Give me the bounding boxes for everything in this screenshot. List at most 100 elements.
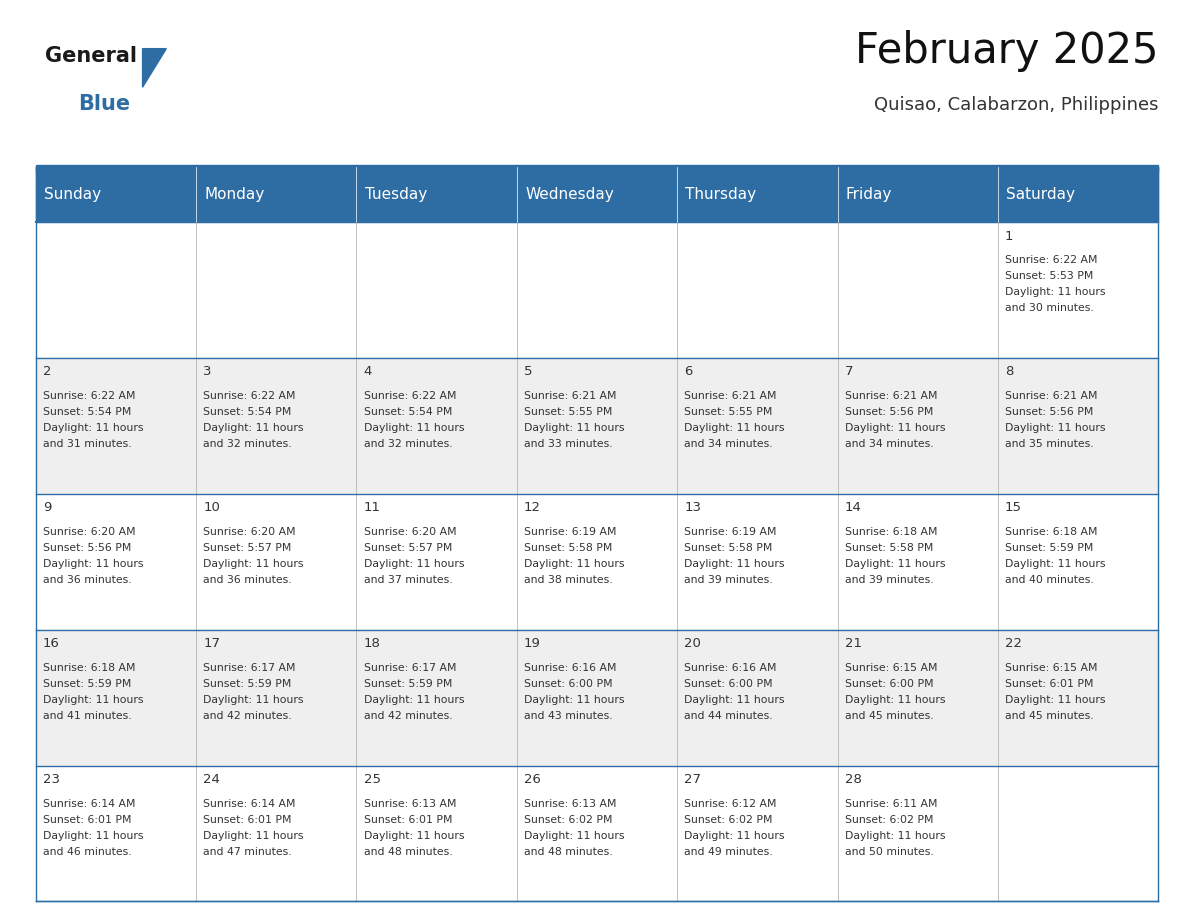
- Bar: [838, 630, 998, 766]
- Text: Daylight: 11 hours: Daylight: 11 hours: [524, 831, 625, 841]
- Bar: [998, 167, 1158, 222]
- Bar: [196, 358, 356, 494]
- Text: 22: 22: [1005, 637, 1022, 650]
- Bar: [356, 630, 517, 766]
- Text: Sunrise: 6:21 AM: Sunrise: 6:21 AM: [845, 391, 937, 401]
- Text: and 43 minutes.: and 43 minutes.: [524, 711, 613, 721]
- Text: 2: 2: [43, 365, 51, 378]
- Text: Sunset: 5:58 PM: Sunset: 5:58 PM: [524, 543, 612, 553]
- Text: and 39 minutes.: and 39 minutes.: [845, 575, 934, 585]
- Text: 26: 26: [524, 773, 541, 786]
- Text: and 34 minutes.: and 34 minutes.: [845, 439, 934, 449]
- Text: 16: 16: [43, 637, 59, 650]
- Text: and 33 minutes.: and 33 minutes.: [524, 439, 613, 449]
- Text: Monday: Monday: [204, 187, 265, 202]
- Bar: [677, 358, 838, 494]
- Text: 25: 25: [364, 773, 380, 786]
- Bar: [36, 358, 196, 494]
- Text: Daylight: 11 hours: Daylight: 11 hours: [43, 559, 144, 569]
- Text: Daylight: 11 hours: Daylight: 11 hours: [684, 695, 785, 705]
- Text: 6: 6: [684, 365, 693, 378]
- Text: 10: 10: [203, 501, 220, 514]
- Bar: [517, 766, 677, 901]
- Text: 23: 23: [43, 773, 59, 786]
- Text: Sunrise: 6:13 AM: Sunrise: 6:13 AM: [364, 799, 456, 809]
- Text: Sunrise: 6:21 AM: Sunrise: 6:21 AM: [524, 391, 617, 401]
- Text: Sunrise: 6:20 AM: Sunrise: 6:20 AM: [364, 527, 456, 537]
- Bar: [356, 222, 517, 358]
- Text: 21: 21: [845, 637, 861, 650]
- Bar: [517, 358, 677, 494]
- Text: Sunset: 5:56 PM: Sunset: 5:56 PM: [43, 543, 131, 553]
- Text: Sunrise: 6:11 AM: Sunrise: 6:11 AM: [845, 799, 937, 809]
- Text: Sunrise: 6:16 AM: Sunrise: 6:16 AM: [684, 663, 777, 673]
- Text: and 32 minutes.: and 32 minutes.: [203, 439, 292, 449]
- Text: Daylight: 11 hours: Daylight: 11 hours: [845, 831, 946, 841]
- Text: Quisao, Calabarzon, Philippines: Quisao, Calabarzon, Philippines: [874, 96, 1158, 115]
- Text: Daylight: 11 hours: Daylight: 11 hours: [203, 423, 304, 433]
- Text: Daylight: 11 hours: Daylight: 11 hours: [1005, 559, 1106, 569]
- Text: Daylight: 11 hours: Daylight: 11 hours: [1005, 695, 1106, 705]
- Text: Sunrise: 6:15 AM: Sunrise: 6:15 AM: [1005, 663, 1098, 673]
- Bar: [196, 494, 356, 630]
- Text: 18: 18: [364, 637, 380, 650]
- Text: Sunset: 5:53 PM: Sunset: 5:53 PM: [1005, 272, 1093, 281]
- Text: Saturday: Saturday: [1006, 187, 1075, 202]
- Text: 24: 24: [203, 773, 220, 786]
- Text: Sunset: 6:01 PM: Sunset: 6:01 PM: [43, 815, 131, 824]
- Text: 28: 28: [845, 773, 861, 786]
- Text: Sunset: 6:02 PM: Sunset: 6:02 PM: [524, 815, 612, 824]
- Text: Sunset: 5:58 PM: Sunset: 5:58 PM: [684, 543, 772, 553]
- Bar: [998, 766, 1158, 901]
- Text: Sunrise: 6:18 AM: Sunrise: 6:18 AM: [1005, 527, 1098, 537]
- Text: Daylight: 11 hours: Daylight: 11 hours: [203, 695, 304, 705]
- Text: Sunset: 6:02 PM: Sunset: 6:02 PM: [845, 815, 933, 824]
- Bar: [838, 167, 998, 222]
- Text: Daylight: 11 hours: Daylight: 11 hours: [684, 423, 785, 433]
- Text: and 48 minutes.: and 48 minutes.: [364, 846, 453, 856]
- Text: 15: 15: [1005, 501, 1022, 514]
- Text: Daylight: 11 hours: Daylight: 11 hours: [1005, 423, 1106, 433]
- Text: and 50 minutes.: and 50 minutes.: [845, 846, 934, 856]
- Text: and 45 minutes.: and 45 minutes.: [845, 711, 934, 721]
- Text: Sunrise: 6:20 AM: Sunrise: 6:20 AM: [203, 527, 296, 537]
- Text: Sunset: 5:58 PM: Sunset: 5:58 PM: [845, 543, 933, 553]
- Text: Sunset: 6:00 PM: Sunset: 6:00 PM: [684, 679, 773, 688]
- Text: Daylight: 11 hours: Daylight: 11 hours: [524, 695, 625, 705]
- Bar: [998, 494, 1158, 630]
- Text: Sunrise: 6:15 AM: Sunrise: 6:15 AM: [845, 663, 937, 673]
- Bar: [196, 766, 356, 901]
- Text: Sunrise: 6:14 AM: Sunrise: 6:14 AM: [203, 799, 296, 809]
- Text: 3: 3: [203, 365, 211, 378]
- Text: 4: 4: [364, 365, 372, 378]
- Text: Daylight: 11 hours: Daylight: 11 hours: [203, 831, 304, 841]
- Text: Sunrise: 6:22 AM: Sunrise: 6:22 AM: [1005, 255, 1098, 265]
- Bar: [356, 766, 517, 901]
- Text: Sunset: 5:59 PM: Sunset: 5:59 PM: [43, 679, 131, 688]
- Bar: [356, 358, 517, 494]
- Bar: [36, 167, 196, 222]
- Text: Sunday: Sunday: [44, 187, 101, 202]
- Text: and 36 minutes.: and 36 minutes.: [203, 575, 292, 585]
- Text: Sunrise: 6:16 AM: Sunrise: 6:16 AM: [524, 663, 617, 673]
- Text: Daylight: 11 hours: Daylight: 11 hours: [43, 831, 144, 841]
- Bar: [196, 167, 356, 222]
- Text: Sunset: 5:55 PM: Sunset: 5:55 PM: [524, 407, 612, 417]
- Text: Sunset: 5:59 PM: Sunset: 5:59 PM: [203, 679, 291, 688]
- Text: Daylight: 11 hours: Daylight: 11 hours: [43, 423, 144, 433]
- Bar: [36, 494, 196, 630]
- Bar: [998, 630, 1158, 766]
- Text: Sunset: 6:01 PM: Sunset: 6:01 PM: [364, 815, 451, 824]
- Text: and 38 minutes.: and 38 minutes.: [524, 575, 613, 585]
- Text: Daylight: 11 hours: Daylight: 11 hours: [364, 423, 465, 433]
- Text: Sunrise: 6:19 AM: Sunrise: 6:19 AM: [524, 527, 617, 537]
- Text: 1: 1: [1005, 230, 1013, 242]
- Text: and 40 minutes.: and 40 minutes.: [1005, 575, 1094, 585]
- Text: Daylight: 11 hours: Daylight: 11 hours: [845, 695, 946, 705]
- Bar: [998, 222, 1158, 358]
- Text: 17: 17: [203, 637, 220, 650]
- Text: Sunset: 5:57 PM: Sunset: 5:57 PM: [364, 543, 451, 553]
- Text: Sunrise: 6:21 AM: Sunrise: 6:21 AM: [684, 391, 777, 401]
- Text: Sunset: 5:59 PM: Sunset: 5:59 PM: [1005, 543, 1093, 553]
- Text: Sunrise: 6:14 AM: Sunrise: 6:14 AM: [43, 799, 135, 809]
